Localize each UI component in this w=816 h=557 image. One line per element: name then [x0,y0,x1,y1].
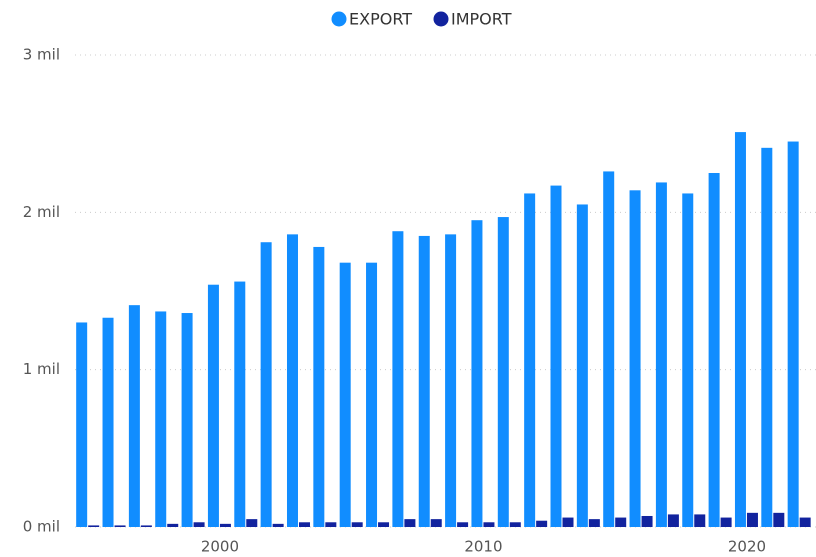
bar [509,522,521,527]
bar [366,262,378,527]
bar [773,512,785,527]
bar [761,147,773,527]
bar [603,171,615,527]
x-tick-label: 2010 [464,538,502,556]
bar [524,193,536,527]
bar [325,522,337,527]
bar [272,523,284,527]
bar [181,313,193,527]
bar [298,522,310,527]
y-tick-label: 1 mil [23,360,60,378]
bar [167,523,179,527]
bar [588,519,600,527]
bar [351,522,363,527]
bar [694,514,706,527]
y-tick-label: 3 mil [23,46,60,64]
bar [418,235,430,527]
x-tick-label: 2020 [728,538,766,556]
bar [219,523,231,527]
bar [339,262,351,527]
bar [615,517,627,527]
bar [246,519,258,527]
bar [799,517,811,527]
bar [445,234,457,528]
bar [155,311,167,527]
bar [641,515,653,527]
bar [667,514,679,527]
bar [260,242,272,527]
bar [114,525,126,527]
bar [471,220,483,527]
bar [536,520,548,527]
x-tick-label: 2000 [201,538,239,556]
bar [140,525,152,527]
bar [378,522,390,527]
bar [708,173,720,527]
bar [720,517,732,527]
legend-label: EXPORT [349,10,412,29]
bar [193,522,205,527]
bar [787,141,799,528]
bar [207,284,219,527]
bar [313,246,325,528]
legend-marker [331,11,347,27]
bar [629,190,641,527]
bar [76,322,88,527]
bar [734,132,746,528]
bar [128,305,140,527]
legend-marker [433,11,449,27]
bar [550,185,562,527]
bar [430,519,442,527]
bar [483,522,495,527]
y-tick-label: 0 mil [23,518,60,536]
bar [286,234,298,528]
legend-label: IMPORT [451,10,512,29]
bar [746,512,758,527]
bar [392,231,404,528]
bar [234,281,246,527]
bar [682,193,694,527]
bar [88,525,100,527]
bar [576,204,588,527]
bar [457,522,469,527]
bar [102,317,114,527]
bar [562,517,574,527]
bar [655,182,667,527]
bar [497,217,509,527]
bar [404,519,416,527]
y-tick-label: 2 mil [23,203,60,221]
